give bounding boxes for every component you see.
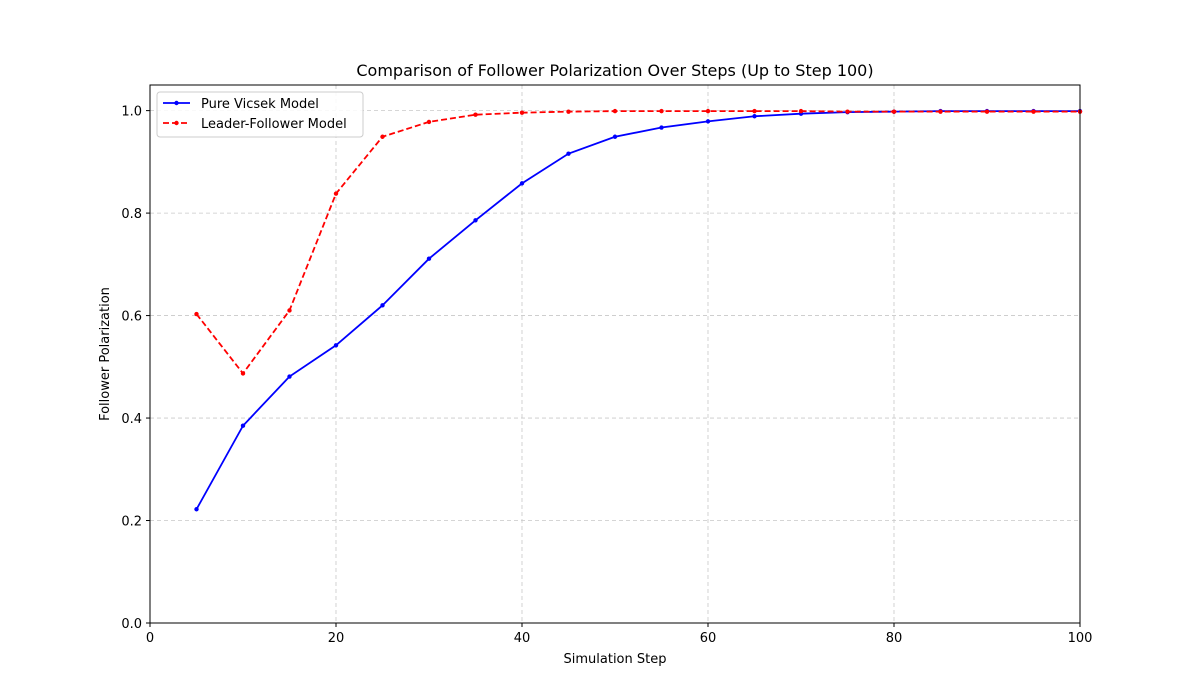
data-point [194,311,199,317]
x-tick-label: 20 [328,631,345,646]
data-point [752,114,757,119]
series-layer [194,108,1083,512]
data-point [938,109,943,114]
data-point [380,303,385,308]
data-point [891,109,897,114]
x-axis-label: Simulation Step [564,652,667,667]
data-point [705,108,711,114]
data-point [659,108,664,114]
grid [150,85,1080,623]
series-line [195,110,1080,375]
x-tick-label: 40 [514,631,531,646]
data-point [519,181,525,186]
y-tick-label: 1.0 [121,105,142,120]
x-tick-label: 60 [700,631,717,646]
data-point [426,256,432,261]
data-point [333,343,339,348]
data-point [519,110,525,115]
data-point [659,125,664,130]
data-point [612,108,618,114]
y-tick-label: 0.8 [121,207,142,222]
y-tick-label: 0.0 [121,617,142,632]
data-point [240,423,246,428]
data-point [333,191,339,196]
data-point [566,109,571,114]
legend-label: Pure Vicsek Model [201,97,319,112]
data-point [287,308,292,313]
y-axis-label: Follower Polarization [98,287,113,421]
y-tick-label: 0.2 [121,515,142,530]
data-point [473,218,478,223]
legend: Pure Vicsek Model Leader-Follower Model [156,91,364,138]
data-point [240,371,246,376]
data-point [566,151,571,156]
y-tick-label: 0.4 [121,412,142,427]
y-tick-label: 0.6 [121,310,142,325]
legend-marker [174,120,179,126]
data-point [752,108,757,114]
data-point [845,109,850,114]
series-pure-vicsek-model [194,108,1083,512]
plot-frame [149,84,1081,624]
data-point [1031,109,1036,114]
data-point [612,134,618,139]
legend-marker [174,100,179,106]
data-point [380,134,385,139]
x-tick-label: 80 [886,631,903,646]
data-point [287,374,292,379]
legend-box [156,91,364,138]
chart-title: Comparison of Follower Polarization Over… [356,61,873,80]
series-leader-follower-model [194,108,1083,376]
data-point [426,119,432,125]
data-point [473,112,478,117]
data-point [984,109,990,114]
x-tick-label: 100 [1068,631,1093,646]
x-tick-label: 0 [146,631,154,646]
legend-label: Leader-Follower Model [201,117,347,132]
data-point [194,507,199,512]
data-point [798,108,804,114]
ticks: 0 20 40 60 80 100 0.0 0.2 0.4 0.6 0.8 1.0 [121,105,1092,646]
data-point [705,119,711,124]
series-line [195,110,1080,510]
